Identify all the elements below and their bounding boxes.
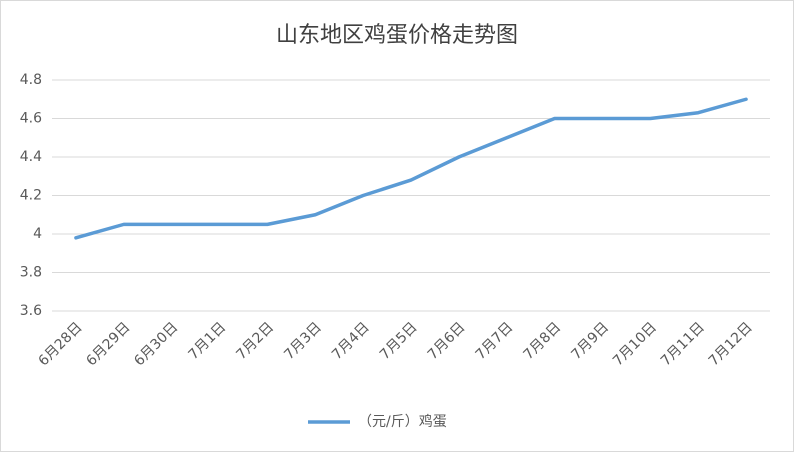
chart-title: 山东地区鸡蛋价格走势图 bbox=[276, 23, 518, 48]
y-tick-label: 3.8 bbox=[20, 265, 42, 281]
y-tick-label: 4.4 bbox=[20, 149, 42, 165]
y-tick-label: 4.2 bbox=[20, 188, 42, 204]
data-line bbox=[74, 97, 748, 240]
y-tick-label: 3.6 bbox=[20, 303, 42, 319]
y-tick-label: 4.8 bbox=[20, 72, 42, 88]
legend-label: （元/斤）鸡蛋 bbox=[358, 413, 447, 430]
y-tick-label: 4.6 bbox=[20, 111, 42, 127]
y-tick-label: 4 bbox=[33, 226, 42, 242]
